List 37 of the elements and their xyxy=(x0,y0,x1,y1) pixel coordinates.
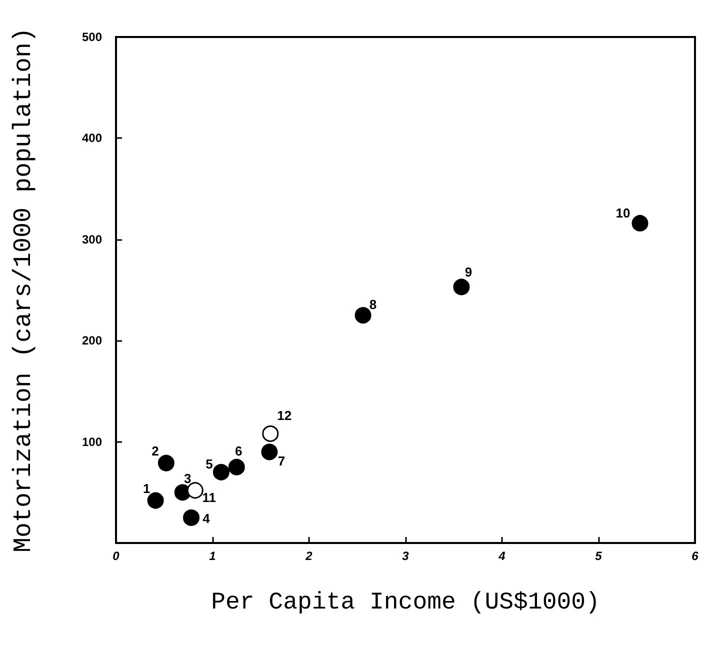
point xyxy=(186,482,204,499)
y-tick-label: 400 xyxy=(82,131,102,146)
annotation: 5 xyxy=(206,456,213,472)
point xyxy=(147,492,164,509)
annotation: 11 xyxy=(202,490,216,505)
x-tick-label: 5 xyxy=(595,549,602,563)
annotation: 6 xyxy=(235,444,242,459)
x-tick-label: 1 xyxy=(209,549,216,563)
x-tick-label: 4 xyxy=(498,549,506,563)
point xyxy=(183,509,200,526)
y-tick-label: 200 xyxy=(82,334,102,348)
y-tick-label: 100 xyxy=(82,434,102,449)
x-tick-label: 6 xyxy=(692,549,699,563)
y-tick-label: 500 xyxy=(82,30,102,44)
y-tick-label: 300 xyxy=(82,232,102,246)
x-tick-label: 2 xyxy=(304,549,313,563)
point xyxy=(632,214,648,232)
point xyxy=(228,458,245,476)
annotation: 3 xyxy=(184,470,192,486)
annotation: 9 xyxy=(464,264,472,280)
annotation: 2 xyxy=(152,444,159,459)
annotation: 1 xyxy=(142,480,150,496)
x-axis-title: Per Capita Income (US$1000) xyxy=(211,590,600,616)
annotation: 7 xyxy=(278,453,286,468)
x-tick-label: 0 xyxy=(112,549,120,563)
point xyxy=(212,464,230,480)
annotation: 12 xyxy=(277,408,292,424)
point xyxy=(158,454,174,472)
x-tick-label: 3 xyxy=(402,549,410,563)
annotation: 4 xyxy=(202,511,211,526)
annotation: 8 xyxy=(369,296,377,312)
point xyxy=(453,278,470,296)
y-axis-title: Motorization (cars/1000 population) xyxy=(9,27,38,553)
annotation: 10 xyxy=(616,206,630,221)
point xyxy=(262,425,279,442)
point xyxy=(261,444,278,460)
point xyxy=(354,307,372,324)
